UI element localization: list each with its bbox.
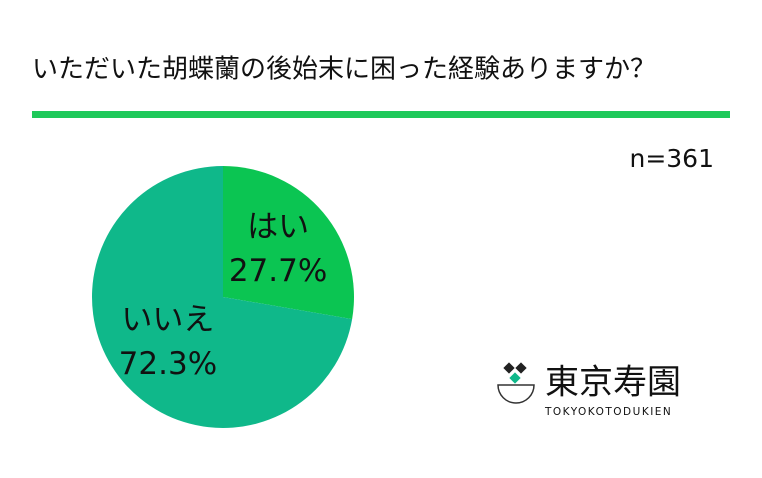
pie-slice [223, 166, 354, 320]
annotation: n=361 [629, 144, 714, 173]
pie-slice [92, 166, 353, 428]
logo-diamond [515, 362, 527, 374]
logo-bowl [497, 384, 535, 404]
title-underline [32, 111, 730, 118]
logo-subtext: TOKYOKOTODUKIEN [544, 406, 672, 418]
logo-text: 東京寿園 [545, 363, 681, 403]
value-label: 27.7% [229, 253, 327, 289]
value-label: 72.3% [119, 346, 217, 382]
slice-label: いいえ [121, 302, 214, 338]
chart-title: いただいた胡蝶蘭の後始末に困った経験ありますか？ [32, 55, 656, 85]
slice-label: はい [247, 209, 309, 245]
logo-diamond [503, 362, 515, 374]
logo-icon [497, 362, 535, 404]
logo-diamond [509, 372, 521, 384]
